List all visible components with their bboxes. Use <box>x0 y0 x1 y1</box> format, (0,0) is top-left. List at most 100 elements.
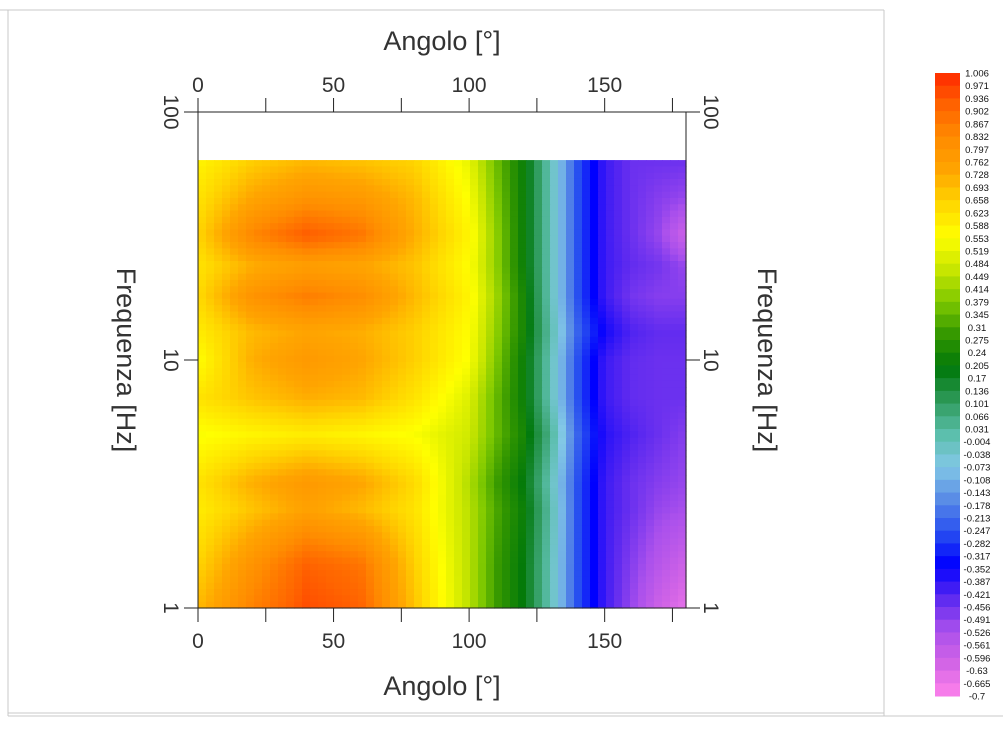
heatmap-cell <box>510 336 519 344</box>
heatmap-cell <box>318 519 327 527</box>
heatmap-cell <box>518 513 527 521</box>
heatmap-cell <box>510 368 519 376</box>
heatmap-cell <box>526 488 535 496</box>
heatmap-cell <box>638 576 647 584</box>
heatmap-cell <box>582 235 591 243</box>
heatmap-cell <box>422 399 431 407</box>
heatmap-cell <box>646 380 655 388</box>
heatmap-cell <box>398 544 407 552</box>
heatmap-cell <box>326 292 335 300</box>
heatmap-cell <box>478 570 487 578</box>
heatmap-cell <box>390 172 399 180</box>
heatmap-cell <box>230 601 239 609</box>
colorbar-label: 0.24 <box>968 348 987 359</box>
heatmap-cell <box>286 298 295 306</box>
heatmap-cell <box>534 368 543 376</box>
heatmap-cell <box>462 273 471 281</box>
heatmap-cell <box>278 254 287 262</box>
heatmap-cell <box>678 317 687 325</box>
heatmap-cell <box>662 507 671 514</box>
heatmap-cell <box>390 330 399 338</box>
heatmap-cell <box>294 544 303 552</box>
heatmap-cell <box>262 185 271 193</box>
heatmap-cell <box>342 235 351 243</box>
heatmap-cell <box>294 462 303 470</box>
heatmap-cell <box>598 216 607 224</box>
heatmap-cell <box>590 191 599 199</box>
heatmap-cell <box>662 551 671 559</box>
heatmap-cell <box>230 425 239 432</box>
heatmap-cell <box>390 557 399 565</box>
heatmap-cell <box>446 544 455 552</box>
heatmap-cell <box>334 355 343 363</box>
heatmap-cell <box>318 406 327 414</box>
heatmap-cell <box>542 298 551 306</box>
heatmap-cell <box>582 443 591 451</box>
heatmap-cell <box>462 431 471 439</box>
heatmap-cell <box>230 178 239 186</box>
heatmap-cell <box>406 538 415 546</box>
heatmap-cell <box>678 563 687 571</box>
heatmap-cell <box>670 469 679 477</box>
heatmap-cell <box>526 437 535 445</box>
heatmap-cell <box>350 311 359 319</box>
colorbar-swatch <box>935 200 960 214</box>
heatmap-cell <box>646 172 655 180</box>
heatmap-cell <box>574 166 583 174</box>
heatmap-cell <box>342 418 351 426</box>
heatmap-cell <box>238 481 247 489</box>
heatmap-cell <box>678 178 687 186</box>
colorbar-label: 0.31 <box>968 323 987 334</box>
heatmap-cell <box>630 399 639 407</box>
heatmap-cell <box>254 431 263 439</box>
heatmap-cell <box>254 160 263 167</box>
heatmap-cell <box>494 292 503 300</box>
heatmap-cell <box>518 570 527 578</box>
heatmap-cell <box>430 286 439 294</box>
heatmap-cell <box>414 456 423 464</box>
heatmap-cell <box>278 475 287 483</box>
heatmap-cell <box>662 576 671 584</box>
heatmap-cell <box>678 343 687 350</box>
heatmap-cell <box>286 494 295 502</box>
heatmap-cell <box>502 368 511 376</box>
heatmap-cell <box>246 393 255 401</box>
heatmap-cell <box>238 279 247 287</box>
heatmap-cell <box>566 210 575 218</box>
heatmap-cell <box>454 261 463 268</box>
heatmap-cell <box>598 185 607 193</box>
heatmap-cell <box>414 178 423 186</box>
heatmap-cell <box>446 399 455 407</box>
heatmap-cell <box>198 235 207 243</box>
heatmap-cell <box>254 462 263 470</box>
heatmap-cell <box>238 305 247 313</box>
heatmap-cell <box>454 582 463 590</box>
heatmap-cell <box>382 456 391 464</box>
heatmap-cell <box>214 166 223 174</box>
heatmap-cell <box>262 223 271 231</box>
heatmap-cell <box>502 488 511 496</box>
heatmap-cell <box>358 544 367 552</box>
heatmap-cell <box>398 387 407 395</box>
heatmap-cell <box>294 191 303 199</box>
heatmap-cell <box>342 406 351 414</box>
heatmap-cell <box>550 399 559 407</box>
heatmap-cell <box>406 557 415 565</box>
heatmap-cell <box>534 242 543 249</box>
heatmap-cell <box>598 368 607 376</box>
heatmap-cell <box>230 570 239 578</box>
heatmap-cell <box>254 387 263 395</box>
heatmap-cell <box>454 488 463 496</box>
heatmap-cell <box>518 538 527 546</box>
heatmap-cell <box>582 481 591 489</box>
heatmap-cell <box>494 324 503 332</box>
heatmap-cell <box>366 488 375 496</box>
heatmap-cell <box>390 469 399 477</box>
heatmap-cell <box>518 172 527 180</box>
heatmap-cell <box>598 242 607 249</box>
heatmap-cell <box>566 387 575 395</box>
heatmap-cell <box>454 298 463 306</box>
heatmap-cell <box>502 248 511 256</box>
heatmap-cell <box>446 160 455 167</box>
heatmap-cell <box>478 172 487 180</box>
